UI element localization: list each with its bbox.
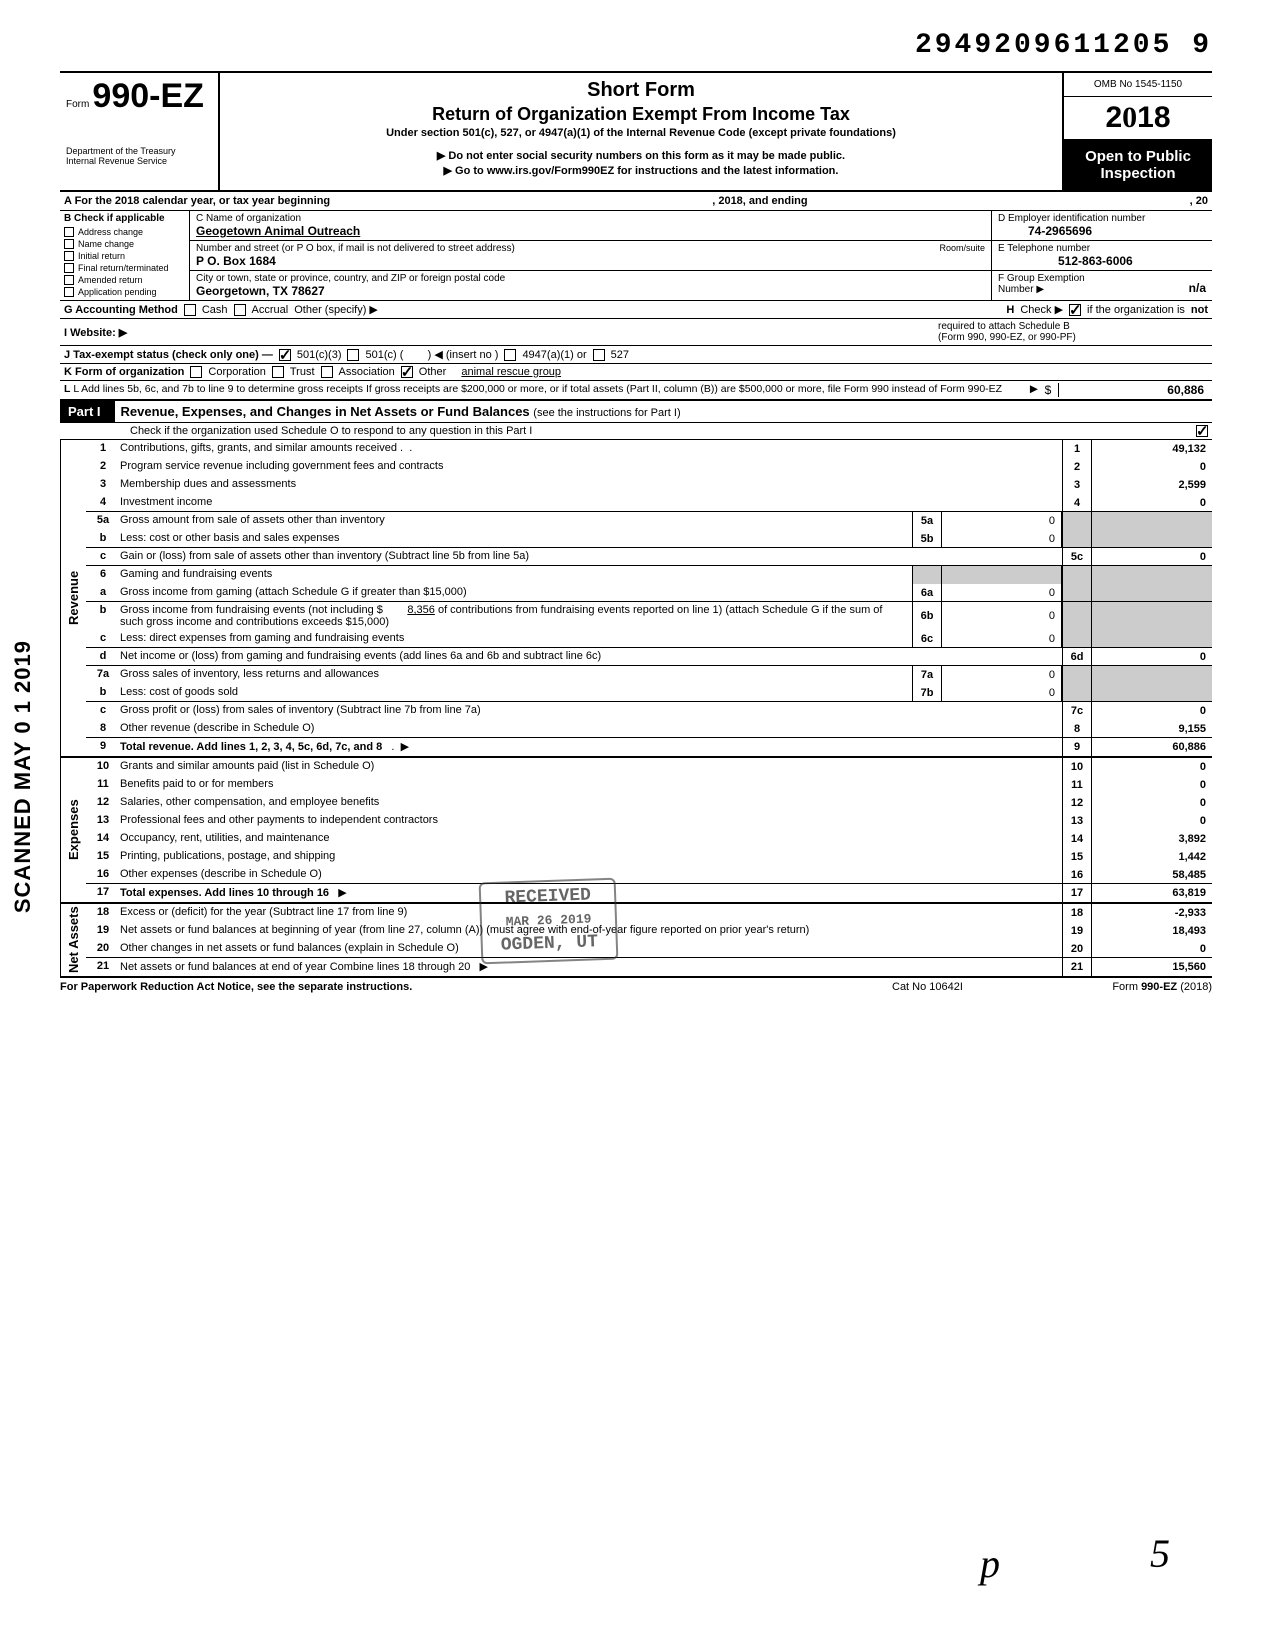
schedule-o-check: Check if the organization used Schedule …: [60, 423, 1212, 440]
f-numlbl: Number ▶: [998, 284, 1044, 295]
val-6c: 0: [942, 630, 1062, 647]
line-g-h: G Accounting Method Cash Accrual Other (…: [60, 301, 1212, 319]
val-19: 18,493: [1092, 922, 1212, 940]
val-12: 0: [1092, 794, 1212, 812]
val-17: 63,819: [1092, 884, 1212, 902]
other-org-type: animal rescue group: [461, 366, 561, 378]
line-k: K Form of organization Corporation Trust…: [60, 364, 1212, 381]
netassets-label: Net Assets: [60, 904, 86, 976]
short-form-label: Short Form: [230, 79, 1052, 102]
handwritten-p: p: [980, 1540, 1000, 1587]
open-to-public: Open to Public Inspection: [1064, 140, 1212, 190]
col-c-org-info: C Name of organization Geogetown Animal …: [190, 211, 992, 300]
gross-receipts: 60,886: [1058, 383, 1208, 397]
col-b-checkboxes: B Check if applicable Address change Nam…: [60, 211, 190, 300]
col-de: D Employer identification number 74-2965…: [992, 211, 1212, 300]
chk-address-change[interactable]: [64, 227, 74, 237]
expenses-label: Expenses: [60, 758, 86, 902]
val-6a: 0: [942, 584, 1062, 601]
chk-trust[interactable]: [272, 366, 284, 378]
scanned-stamp: SCANNED MAY 0 1 2019: [10, 640, 36, 913]
dept-irs: Internal Revenue Service: [66, 156, 212, 166]
val-18: -2,933: [1092, 904, 1212, 922]
org-city: Georgetown, TX 78627: [196, 284, 325, 298]
ein: 74-2965696: [998, 224, 1092, 238]
c-hdr: C Name of organization: [196, 213, 301, 224]
city-hdr: City or town, state or province, country…: [196, 273, 505, 284]
val-7a: 0: [942, 666, 1062, 684]
chk-accrual[interactable]: [234, 304, 246, 316]
form-label: Form: [66, 99, 89, 110]
val-9: 60,886: [1092, 738, 1212, 756]
val-11: 0: [1092, 776, 1212, 794]
val-7c: 0: [1092, 702, 1212, 720]
f-hdr: F Group Exemption: [998, 273, 1085, 284]
val-15: 1,442: [1092, 848, 1212, 866]
val-4: 0: [1092, 494, 1212, 511]
chk-schedule-o[interactable]: [1196, 425, 1208, 437]
val-10: 0: [1092, 758, 1212, 776]
form-name: 990-EZ: [92, 82, 204, 113]
val-6d: 0: [1092, 648, 1212, 665]
val-7b: 0: [942, 684, 1062, 701]
org-address: P O. Box 1684: [196, 254, 276, 268]
note-ssn: ▶ Do not enter social security numbers o…: [230, 149, 1052, 162]
chk-527[interactable]: [593, 349, 605, 361]
chk-other-org[interactable]: [401, 366, 413, 378]
form-header: Form 990-EZ Department of the Treasury I…: [60, 71, 1212, 192]
group-exemption: n/a: [1189, 281, 1206, 295]
line-l: L L Add lines 5b, 6c, and 7b to line 9 t…: [60, 381, 1212, 401]
chk-cash[interactable]: [184, 304, 196, 316]
chk-final-return[interactable]: [64, 263, 74, 273]
chk-501c[interactable]: [347, 349, 359, 361]
d-hdr: D Employer identification number: [998, 213, 1145, 224]
phone: 512-863-6006: [998, 254, 1133, 268]
tax-year: 2018: [1064, 97, 1212, 140]
val-14: 3,892: [1092, 830, 1212, 848]
part1-header: Part I Revenue, Expenses, and Changes in…: [60, 401, 1212, 423]
revenue-label: Revenue: [60, 440, 86, 756]
val-21: 15,560: [1092, 958, 1212, 976]
chk-501c3[interactable]: [279, 349, 291, 361]
form-subtitle: Under section 501(c), 527, or 4947(a)(1)…: [230, 127, 1052, 139]
val-5b: 0: [942, 530, 1062, 547]
val-6b: 0: [942, 602, 1062, 630]
form-title: Return of Organization Exempt From Incom…: [230, 104, 1052, 125]
chk-corp[interactable]: [190, 366, 202, 378]
chk-name-change[interactable]: [64, 239, 74, 249]
chk-assoc[interactable]: [321, 366, 333, 378]
line-i: I Website: ▶ required to attach Schedule…: [60, 319, 1212, 346]
chk-initial-return[interactable]: [64, 251, 74, 261]
handwritten-5: 5: [1150, 1530, 1170, 1577]
chk-schedule-b[interactable]: [1069, 304, 1081, 316]
org-name: Geogetown Animal Outreach: [196, 224, 360, 238]
addr-hdr: Number and street (or P O box, if mail i…: [196, 243, 515, 254]
val-3: 2,599: [1092, 476, 1212, 494]
identity-block: B Check if applicable Address change Nam…: [60, 211, 1212, 301]
val-5a: 0: [942, 512, 1062, 530]
e-hdr: E Telephone number: [998, 243, 1090, 254]
val-8: 9,155: [1092, 720, 1212, 737]
val-16: 58,485: [1092, 866, 1212, 883]
val-20: 0: [1092, 940, 1212, 957]
val-13: 0: [1092, 812, 1212, 830]
line-j: J Tax-exempt status (check only one) — 5…: [60, 346, 1212, 364]
omb-number: OMB No 1545-1150: [1064, 73, 1212, 97]
chk-amended[interactable]: [64, 275, 74, 285]
room-suite-hdr: Room/suite: [939, 243, 985, 253]
val-5c: 0: [1092, 548, 1212, 565]
page-footer: For Paperwork Reduction Act Notice, see …: [60, 976, 1212, 993]
val-6b-inline: 8,356: [407, 604, 435, 616]
chk-application-pending[interactable]: [64, 287, 74, 297]
line-a: A For the 2018 calendar year, or tax yea…: [60, 192, 1212, 211]
note-url: ▶ Go to www.irs.gov/Form990EZ for instru…: [230, 164, 1052, 177]
dept-treasury: Department of the Treasury: [66, 146, 212, 156]
chk-4947[interactable]: [504, 349, 516, 361]
document-number: 2949209611205 9: [60, 30, 1212, 61]
val-2: 0: [1092, 458, 1212, 476]
val-1: 49,132: [1092, 440, 1212, 458]
